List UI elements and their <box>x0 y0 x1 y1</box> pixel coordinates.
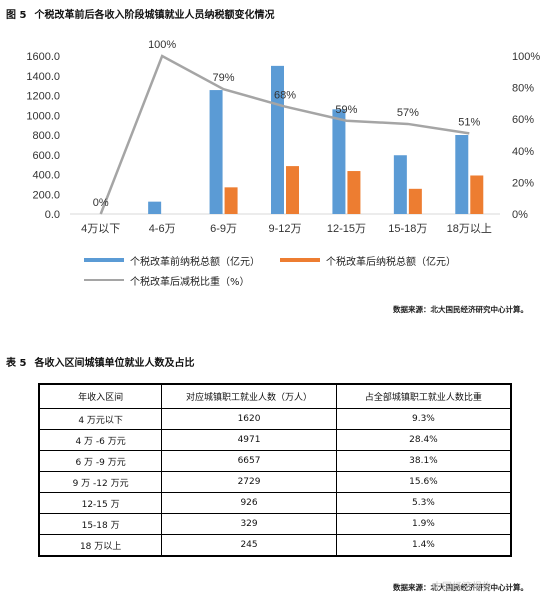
bar-before <box>393 155 407 214</box>
cell-share: 15.6% <box>335 471 512 493</box>
left-axis-tick-label: 1000.0 <box>26 110 60 122</box>
right-axis-tick-label: 40% <box>512 146 534 158</box>
ratio-data-label: 57% <box>397 107 419 119</box>
legend-swatch-before <box>84 258 124 262</box>
table-row: 6 万 -9 万元 6657 38.1% <box>38 450 512 472</box>
table-row: 4 万 -6 万元 4971 28.4% <box>38 429 512 451</box>
table-row: 15-18 万 329 1.9% <box>38 513 512 535</box>
legend-label-after: 个税改革后纳税总额（亿元） <box>326 256 456 268</box>
table-row: 12-15 万 926 5.3% <box>38 492 512 514</box>
cell-share: 28.4% <box>335 429 512 451</box>
header-employee-count: 对应城镇职工就业人数（万人） <box>161 383 337 409</box>
table-number: 表 5 <box>6 358 27 369</box>
table-source-note: 数据来源：北大国民经济研究中心计算。 <box>393 583 528 592</box>
bar-after <box>286 166 299 214</box>
legend-swatch-ratio <box>84 279 124 281</box>
table-row: 9 万 -12 万元 2729 15.6% <box>38 471 512 493</box>
right-axis-tick-label: 80% <box>512 83 534 95</box>
tax-change-chart: 0.0 200.0 400.0 600.0 800.0 1000.0 1200.0 1400.… <box>26 39 540 235</box>
cell-employee-count: 245 <box>161 534 337 557</box>
cell-income-range: 4 万 -6 万元 <box>38 429 163 451</box>
bar-after <box>224 187 238 214</box>
ratio-data-label: 0% <box>93 197 109 209</box>
table-row: 4 万元以下 1620 9.3% <box>38 408 512 430</box>
left-axis-tick-label: 1200.0 <box>26 91 60 103</box>
left-axis-tick-label: 0.0 <box>45 209 60 221</box>
ratio-line <box>99 54 470 215</box>
right-axis-tick-label: 0% <box>512 209 528 221</box>
cell-income-range: 18 万以上 <box>38 534 163 557</box>
left-axis-tick-label: 1600.0 <box>26 51 60 63</box>
bar-after <box>347 171 361 214</box>
cell-income-range: 12-15 万 <box>38 492 163 514</box>
cell-employee-count: 926 <box>161 492 337 514</box>
cell-employee-count: 329 <box>161 513 337 535</box>
x-axis-tick-label: 18万以上 <box>447 222 492 235</box>
cell-share: 38.1% <box>335 450 512 472</box>
cell-income-range: 9 万 -12 万元 <box>38 471 163 493</box>
bar-before <box>271 65 284 214</box>
ratio-data-label: 79% <box>213 72 235 84</box>
left-axis-tick-label: 400.0 <box>32 170 60 182</box>
bar-before <box>209 90 223 214</box>
ratio-data-label: 51% <box>458 116 480 128</box>
bar-before <box>455 135 469 214</box>
x-axis-tick-label: 15-18万 <box>388 223 427 235</box>
header-share: 占全部城镇职工就业人数比重 <box>335 383 512 409</box>
x-axis-tick-label: 9-12万 <box>268 223 301 235</box>
legend-label-ratio: 个税改革后减税比重（%） <box>130 276 250 288</box>
bar-before <box>148 201 162 214</box>
x-axis-tick-label: 12-15万 <box>327 223 366 235</box>
cell-employee-count: 2729 <box>161 471 337 493</box>
cell-income-range: 4 万元以下 <box>38 408 163 430</box>
left-axis-tick-label: 200.0 <box>32 189 60 201</box>
header-income-range: 年收入区间 <box>38 383 163 409</box>
cell-income-range: 15-18 万 <box>38 513 163 535</box>
cell-employee-count: 4971 <box>161 429 337 451</box>
right-axis-tick-label: 20% <box>512 177 534 189</box>
bar-before <box>332 109 346 214</box>
legend-item-ratio: 个税改革后减税比重（%） <box>84 273 250 288</box>
cell-share: 1.9% <box>335 513 512 535</box>
table-header-row: 年收入区间 对应城镇职工就业人数（万人） 占全部城镇职工就业人数比重 <box>38 383 512 409</box>
bar-after <box>470 175 484 214</box>
legend-item-after: 个税改革后纳税总额（亿元） <box>280 253 456 268</box>
cell-share: 5.3% <box>335 492 512 514</box>
bar-after <box>408 188 422 214</box>
ratio-data-label: 59% <box>335 104 357 116</box>
table-row: 18 万以上 245 1.4% <box>38 534 512 557</box>
cell-employee-count: 1620 <box>161 408 337 430</box>
figure-title-text: 个税改革前后各收入阶段城镇就业人员纳税额变化情况 <box>34 10 275 21</box>
legend-label-before: 个税改革前纳税总额（亿元） <box>130 256 260 268</box>
table-title-text: 各收入区间城镇单位就业人数及占比 <box>34 358 195 369</box>
ratio-data-label: 100% <box>148 39 176 51</box>
cell-income-range: 6 万 -9 万元 <box>38 450 163 472</box>
cell-share: 9.3% <box>335 408 512 430</box>
legend-item-before: 个税改革前纳税总额（亿元） <box>84 253 260 268</box>
left-axis-tick-label: 1400.0 <box>26 71 60 83</box>
right-axis-tick-label: 100% <box>512 51 540 63</box>
watermark-text: 中国经济报告 <box>432 582 492 593</box>
ratio-data-label: 68% <box>274 90 296 102</box>
cell-employee-count: 6657 <box>161 450 337 472</box>
employment-table: 年收入区间 对应城镇职工就业人数（万人） 占全部城镇职工就业人数比重 4 万元以… <box>38 383 512 557</box>
legend-swatch-after <box>280 258 320 262</box>
figure-title: 图 5 个税改革前后各收入阶段城镇就业人员纳税额变化情况 <box>6 6 274 21</box>
cell-share: 1.4% <box>335 534 512 557</box>
chart-legend: 个税改革前纳税总额（亿元） 个税改革后纳税总额（亿元） 个税改革后减税比重（%） <box>84 250 504 290</box>
x-axis-tick-label: 4万以下 <box>81 223 120 235</box>
x-axis-tick-label: 4-6万 <box>149 223 176 235</box>
figure-source-note: 数据来源：北大国民经济研究中心计算。 <box>393 305 528 314</box>
x-axis-tick-label: 6-9万 <box>210 223 237 235</box>
left-axis-tick-label: 800.0 <box>32 130 60 142</box>
right-axis-tick-label: 60% <box>512 114 534 126</box>
figure-number: 图 5 <box>6 10 27 21</box>
left-axis-tick-label: 600.0 <box>32 150 60 162</box>
table-title: 表 5 各收入区间城镇单位就业人数及占比 <box>6 354 194 369</box>
